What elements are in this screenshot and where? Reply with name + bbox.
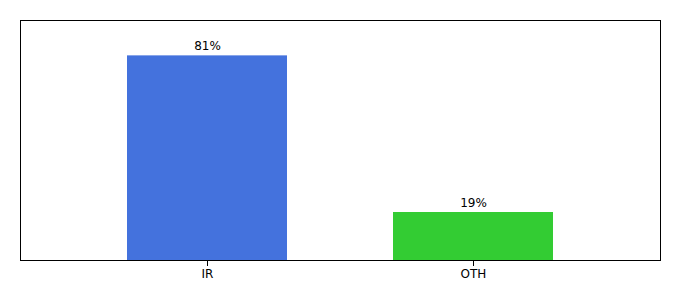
svg-text:81%: 81% — [194, 39, 221, 53]
svg-text:OTH: OTH — [461, 267, 487, 281]
svg-text:IR: IR — [202, 267, 214, 281]
svg-text:19%: 19% — [460, 196, 487, 210]
